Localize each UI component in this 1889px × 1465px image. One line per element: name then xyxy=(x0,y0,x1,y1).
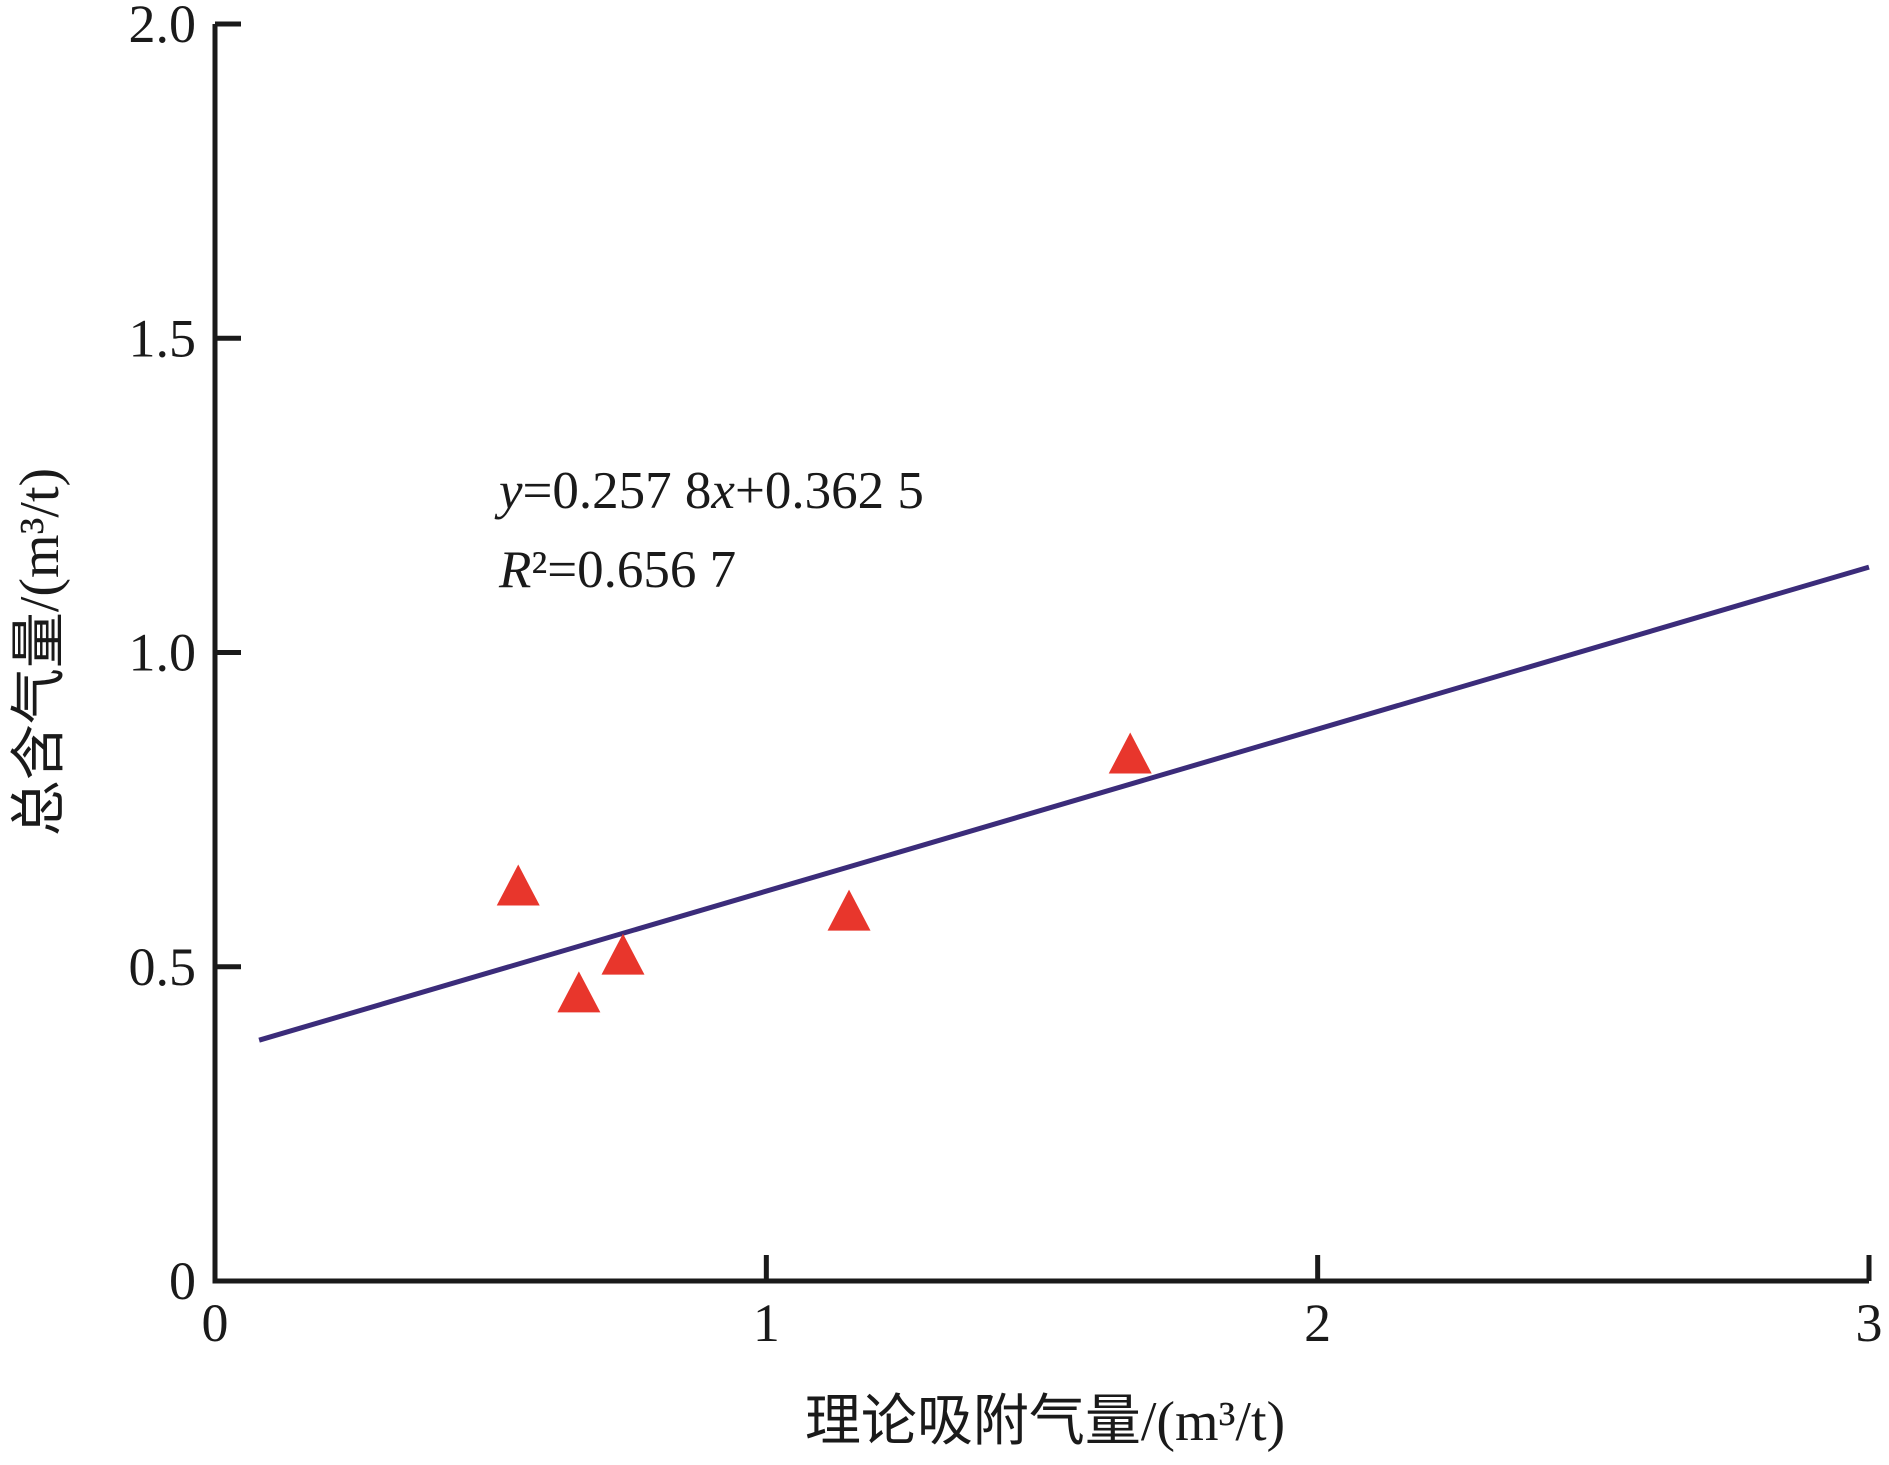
regression-equation: y=0.257 8x+0.362 5 xyxy=(494,462,924,520)
r-squared-value: ²=0.656 7 xyxy=(531,541,736,599)
data-point-marker xyxy=(1108,732,1152,774)
x-tick-label: 1 xyxy=(753,1293,780,1353)
y-tick-label: 0 xyxy=(169,1251,196,1311)
r-squared: R²=0.656 7 xyxy=(498,541,736,599)
y-tick-label: 2.0 xyxy=(129,0,197,54)
data-point-marker xyxy=(601,933,645,975)
equation-intercept: +0.362 5 xyxy=(735,462,924,520)
y-axis-ticks: 0 0.5 1.0 1.5 2.0 xyxy=(129,0,241,1311)
x-tick-label: 2 xyxy=(1304,1293,1331,1353)
x-tick-label: 0 xyxy=(202,1293,229,1353)
fit-line xyxy=(258,564,1870,1043)
x-axis-title: 理论吸附气量/(m³/t) xyxy=(805,1391,1285,1453)
equation-y-symbol: y xyxy=(494,462,523,520)
y-tick-label: 1.5 xyxy=(129,308,197,368)
data-point-marker xyxy=(827,889,871,931)
equation-slope: =0.257 8 xyxy=(523,462,712,520)
y-tick-label: 1.0 xyxy=(129,623,197,683)
x-axis-ticks: 0 1 2 3 xyxy=(202,1255,1883,1353)
data-point-marker xyxy=(557,971,601,1013)
y-axis-title: 总含气量/(m³/t) xyxy=(9,468,71,836)
fit-line-layer xyxy=(258,564,1870,1043)
data-point-marker xyxy=(496,864,540,906)
r-squared-symbol: R xyxy=(498,541,531,599)
data-marker-layer xyxy=(496,732,1152,1013)
x-tick-label: 3 xyxy=(1856,1293,1883,1353)
equation-x-symbol: x xyxy=(710,462,735,520)
y-tick-label: 0.5 xyxy=(129,937,197,997)
